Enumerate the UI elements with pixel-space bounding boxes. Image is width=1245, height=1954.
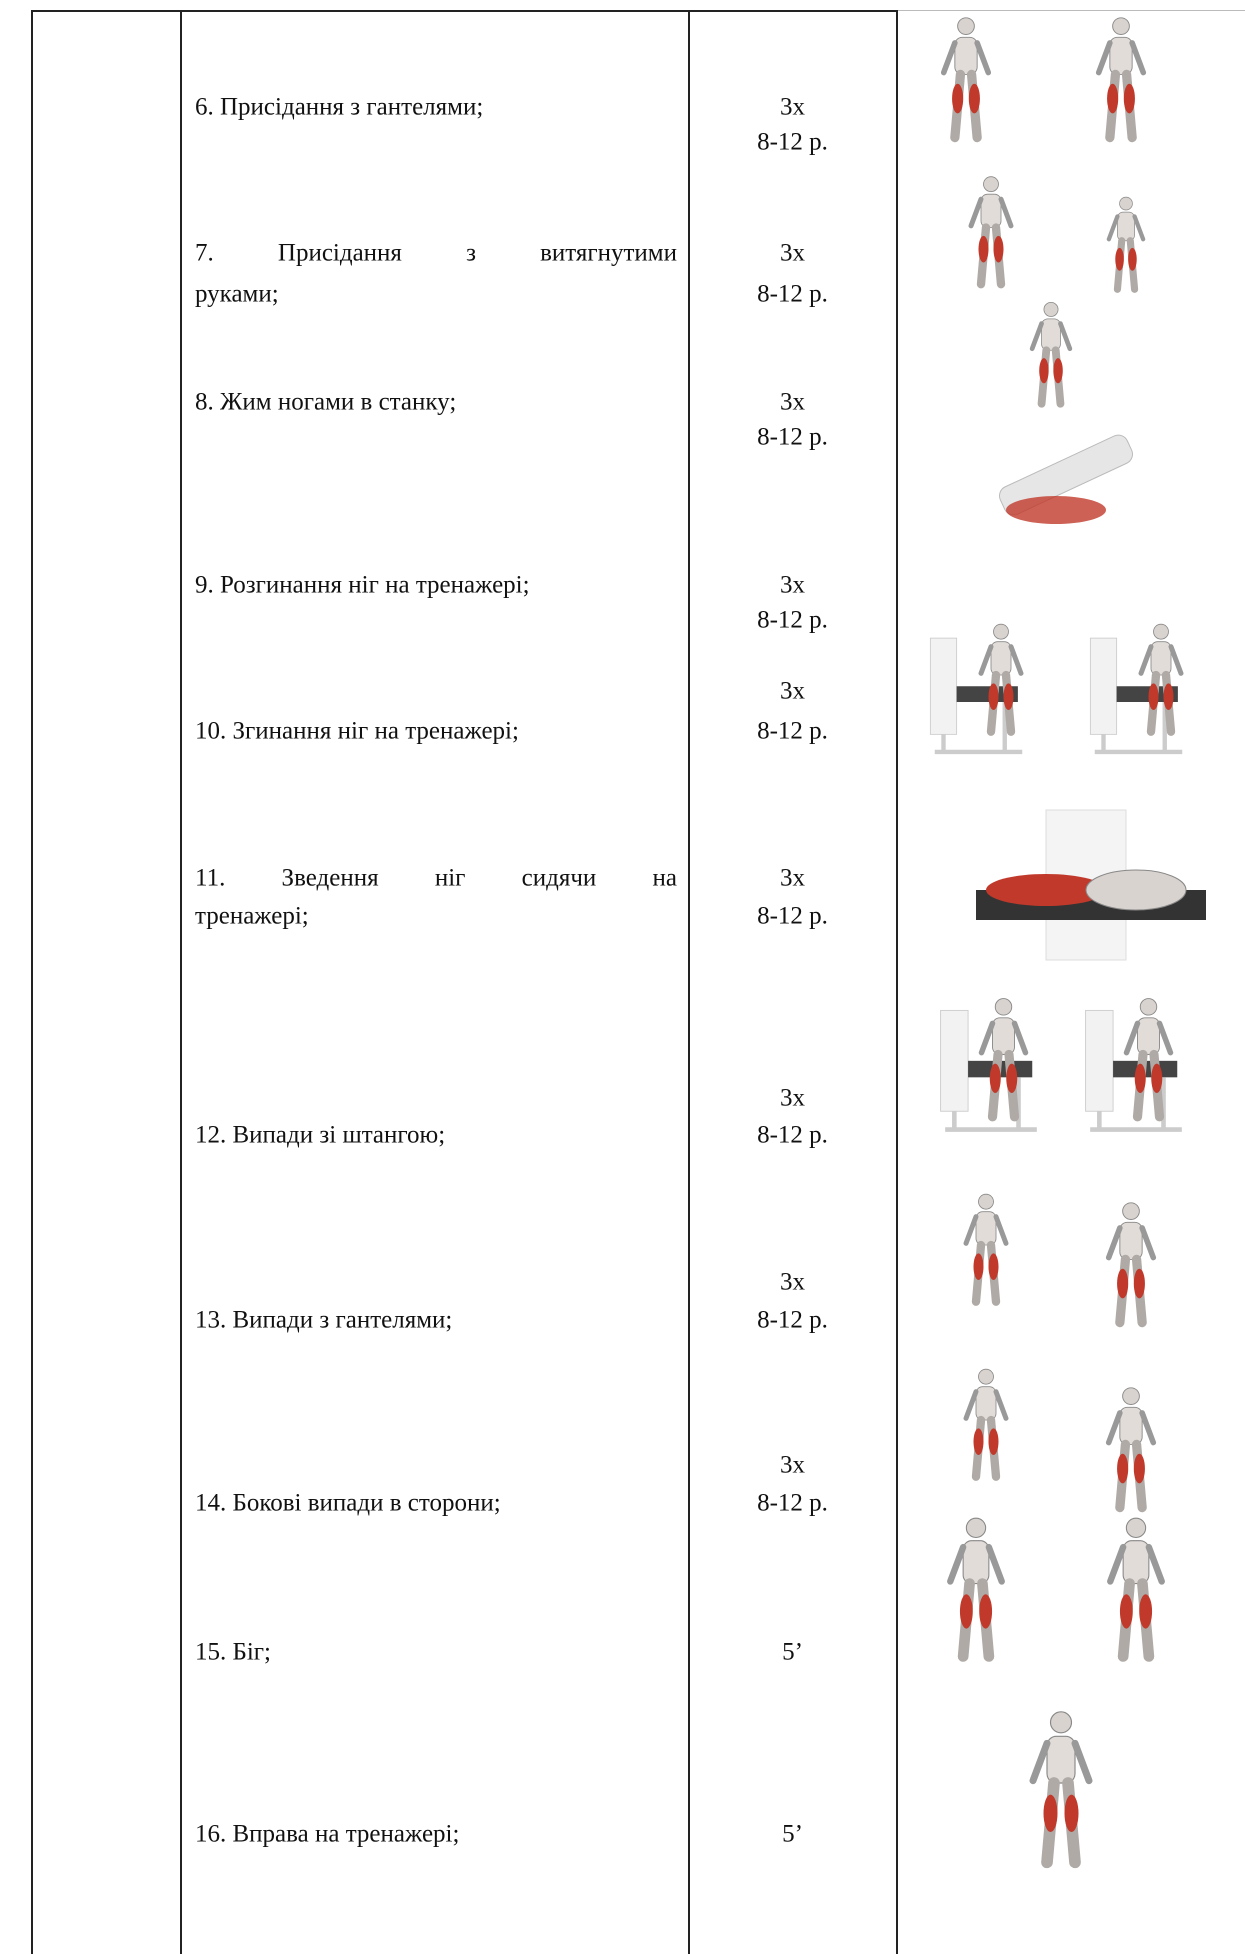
exercise-dose: 8-12 р.	[757, 1489, 828, 1517]
exercise-name: 8. Жим ногами в станку;	[195, 388, 457, 416]
column-border	[896, 10, 898, 1954]
column-border	[688, 10, 690, 1954]
row-6-images	[944, 18, 1144, 138]
table-top-border	[31, 10, 898, 12]
exercise-name: 15. Біг;	[195, 1638, 272, 1666]
exercise-illustrations	[896, 10, 1206, 1954]
row-8-images	[999, 302, 1133, 524]
exercise-dose: 8-12 р.	[757, 1306, 828, 1334]
exercise-dose: 5’	[782, 1820, 803, 1848]
exercise-name: 11. Зведення ніг сидячи на	[195, 864, 677, 892]
row-10-images	[930, 624, 1182, 752]
exercise-name: 9. Розгинання ніг на тренажері;	[195, 571, 530, 599]
exercise-dose: 3x	[780, 1268, 805, 1296]
exercise-name: 16. Вправа на тренажері;	[195, 1820, 460, 1848]
exercise-dose: 3x	[780, 239, 805, 267]
exercise-dose: 8-12 р.	[757, 902, 828, 930]
row-15-images	[950, 1518, 1161, 1656]
exercise-dose: 3x	[780, 1451, 805, 1479]
row-14-images	[966, 1369, 1153, 1507]
exercise-dose: 3x	[780, 93, 805, 121]
exercise-dose: 8-12 р.	[757, 128, 828, 156]
exercise-dose: 8-12 р.	[757, 280, 828, 308]
row-12-images	[941, 999, 1182, 1130]
exercise-name: 7. Присідання з витягнутими	[195, 239, 677, 267]
exercise-name: 13. Випади з гантелями;	[195, 1306, 453, 1334]
exercise-dose: 3x	[780, 1084, 805, 1112]
row-16-images	[1033, 1712, 1089, 1863]
row-11-images	[976, 809, 1206, 961]
exercise-dose: 3x	[780, 388, 805, 416]
exercise-dose: 8-12 р.	[757, 1121, 828, 1149]
exercise-name: 6. Присідання з гантелями;	[195, 93, 484, 121]
table-top-border-light	[898, 10, 1245, 11]
exercise-name: тренажері;	[195, 902, 309, 930]
exercise-dose: 5’	[782, 1638, 803, 1666]
exercise-dose: 3x	[780, 864, 805, 892]
exercise-name: 14. Бокові випади в сторони;	[195, 1489, 501, 1517]
column-border	[180, 10, 182, 1954]
exercise-dose: 3x	[780, 677, 805, 705]
exercise-name: 12. Випади зі штангою;	[195, 1121, 446, 1149]
exercise-dose: 3x	[780, 571, 805, 599]
exercise-dose: 8-12 р.	[757, 423, 828, 451]
exercise-name: руками;	[195, 280, 279, 308]
column-border	[31, 10, 33, 1954]
exercise-name: 10. Згинання ніг на тренажері;	[195, 717, 519, 745]
row-13-images	[966, 1194, 1153, 1322]
exercise-dose: 8-12 р.	[757, 606, 828, 634]
exercise-dose: 8-12 р.	[757, 717, 828, 745]
row-7-images	[971, 177, 1143, 290]
